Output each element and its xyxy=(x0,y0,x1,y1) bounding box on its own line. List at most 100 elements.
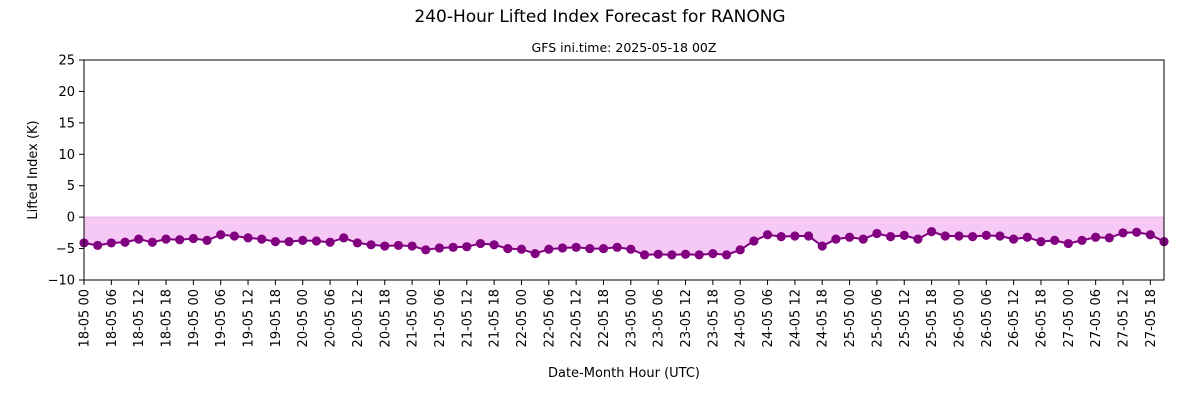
x-tick-label: 18-05 00 xyxy=(78,289,93,347)
data-point xyxy=(776,232,786,242)
data-point xyxy=(749,236,759,246)
x-tick-label: 22-05 18 xyxy=(597,289,612,347)
data-point xyxy=(667,250,677,260)
data-point xyxy=(817,241,827,251)
y-tick-label: 20 xyxy=(58,85,75,100)
x-tick-label: 18-05 12 xyxy=(132,289,147,347)
data-point xyxy=(1009,234,1019,244)
data-point xyxy=(954,231,964,241)
data-point xyxy=(735,245,745,255)
y-axis-label: Lifted Index (K) xyxy=(26,120,41,219)
x-tick-label: 23-05 06 xyxy=(652,289,667,347)
data-point xyxy=(639,250,650,260)
data-point xyxy=(134,234,144,244)
data-point xyxy=(448,242,458,252)
x-tick-label: 22-05 12 xyxy=(570,289,585,347)
data-point xyxy=(503,243,513,254)
data-point xyxy=(489,240,499,250)
x-tick-label: 18-05 06 xyxy=(105,289,120,347)
data-point xyxy=(188,233,198,244)
y-tick-label: 0 xyxy=(67,211,75,226)
x-tick-label: 27-05 00 xyxy=(1062,289,1077,347)
x-tick-label: 25-05 00 xyxy=(843,289,858,347)
y-axis: −10 −5 0 5 10 15 20 25 xyxy=(48,54,84,289)
data-point xyxy=(516,244,527,254)
data-point xyxy=(243,233,253,243)
data-point xyxy=(216,230,226,240)
x-tick-label: 21-05 12 xyxy=(460,289,475,347)
x-tick-label: 27-05 06 xyxy=(1089,289,1104,347)
data-point xyxy=(544,244,554,254)
data-point xyxy=(831,234,841,244)
x-tick-label: 26-05 06 xyxy=(980,289,995,347)
data-point xyxy=(981,230,991,240)
y-tick-label: −5 xyxy=(56,242,75,257)
data-point xyxy=(899,230,909,240)
x-tick-label: 26-05 00 xyxy=(952,289,967,347)
x-tick-label: 21-05 06 xyxy=(433,289,448,347)
data-point xyxy=(940,231,950,241)
data-point xyxy=(530,249,540,259)
x-tick-label: 23-05 12 xyxy=(679,289,694,347)
series-marker-layer xyxy=(79,227,1169,260)
data-point xyxy=(885,232,896,242)
data-point xyxy=(844,232,855,242)
data-point xyxy=(626,244,636,254)
data-point xyxy=(284,237,294,247)
data-point xyxy=(202,235,212,245)
data-point xyxy=(1022,232,1032,242)
x-tick-label: 24-05 18 xyxy=(816,289,831,347)
x-tick-label: 18-05 18 xyxy=(160,289,175,347)
x-tick-label: 23-05 18 xyxy=(706,289,721,347)
data-point xyxy=(858,234,868,244)
data-point xyxy=(1132,227,1142,237)
data-point xyxy=(352,238,363,248)
data-point xyxy=(1036,237,1046,247)
data-point xyxy=(407,241,417,251)
data-point xyxy=(612,242,622,252)
chart-title: 240-Hour Lifted Index Forecast for RANON… xyxy=(414,7,785,27)
x-tick-label: 23-05 00 xyxy=(624,289,639,347)
x-tick-label: 22-05 06 xyxy=(542,289,557,347)
data-point xyxy=(229,231,239,241)
data-point xyxy=(339,233,349,243)
x-axis: 18-05 00 18-05 06 18-05 12 18-05 18 19-05 00… xyxy=(78,280,1159,347)
data-point xyxy=(571,242,581,252)
x-tick-label: 27-05 12 xyxy=(1116,289,1131,347)
data-point xyxy=(298,235,308,245)
data-point xyxy=(1104,233,1114,243)
x-tick-label: 26-05 18 xyxy=(1034,289,1049,347)
x-tick-label: 20-05 06 xyxy=(324,289,339,347)
x-tick-label: 20-05 18 xyxy=(378,289,393,347)
data-point xyxy=(598,243,609,254)
data-point xyxy=(120,237,130,247)
data-point xyxy=(708,249,718,259)
x-tick-label: 22-05 00 xyxy=(515,289,530,347)
data-point xyxy=(366,240,376,250)
x-tick-label: 24-05 06 xyxy=(761,289,776,347)
data-point xyxy=(93,240,103,251)
x-tick-label: 21-05 18 xyxy=(488,289,503,347)
x-tick-label: 21-05 00 xyxy=(406,289,421,347)
y-tick-label: 5 xyxy=(67,179,75,194)
x-tick-label: 19-05 00 xyxy=(187,289,202,347)
data-point xyxy=(803,231,814,241)
y-tick-label: 25 xyxy=(58,54,75,69)
chart-subtitle: GFS ini.time: 2025-05-18 00Z xyxy=(532,40,717,55)
data-point xyxy=(1145,230,1155,240)
data-point xyxy=(790,231,800,241)
x-tick-label: 19-05 06 xyxy=(214,289,229,347)
zero-to-negative-fill-layer xyxy=(84,216,1164,255)
data-point xyxy=(1063,238,1073,249)
x-tick-label: 24-05 00 xyxy=(734,289,749,347)
plot-frame xyxy=(83,59,1165,281)
x-tick-label: 20-05 12 xyxy=(351,289,366,347)
y-tick-label: −10 xyxy=(48,274,75,289)
data-point xyxy=(694,250,704,260)
data-point xyxy=(913,234,923,244)
data-point xyxy=(147,237,157,247)
data-point xyxy=(926,227,937,237)
x-tick-label: 24-05 12 xyxy=(788,289,803,347)
data-point xyxy=(380,241,390,251)
